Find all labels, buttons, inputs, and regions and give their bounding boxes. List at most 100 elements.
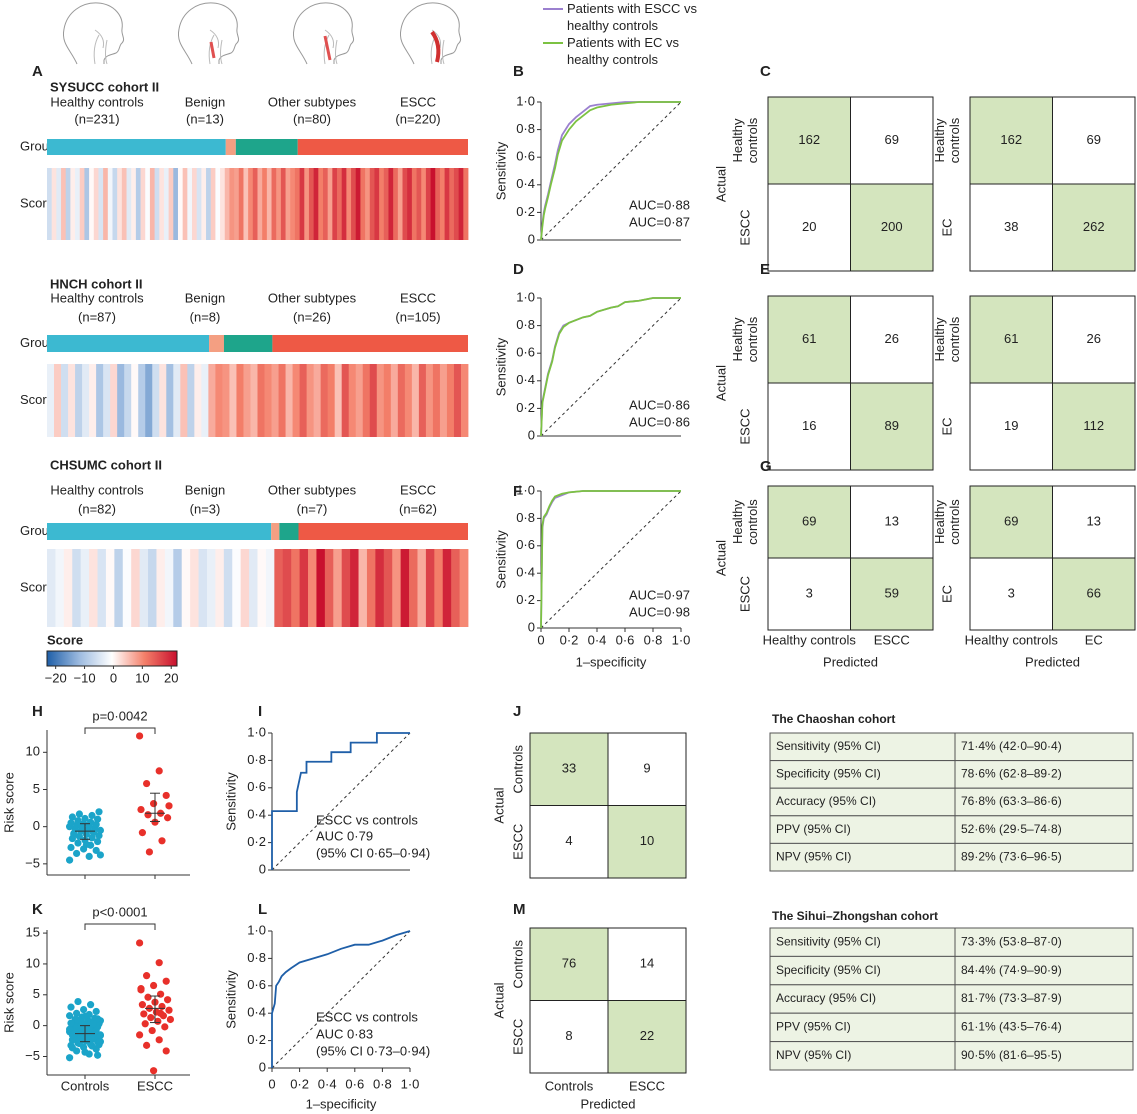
y-tick-label: 5 [33,781,40,796]
group-count: (n=80) [293,111,331,126]
data-point [150,800,158,808]
y-tick-label: 10 [26,955,40,970]
score-stripe [138,364,146,437]
matrix-cell [529,1000,609,1074]
table-label: Specificity (95% CI) [776,767,881,781]
score-stripe [54,364,62,437]
score-stripe [238,168,244,240]
data-point [88,1042,96,1050]
score-stripe [156,549,166,627]
row-label: Score [20,392,54,407]
score-stripe [334,364,343,437]
matrix-cell [529,732,609,806]
cell-value: 200 [881,219,903,234]
row-label: controls [745,316,760,362]
y-tick-label: 0 [33,1017,40,1032]
annotation: ESCC vs controls [316,812,418,827]
matrix-cell [969,382,1053,471]
score-stripe [89,364,97,437]
y-tick-label: 15 [26,925,40,940]
row-label: Healthy [730,499,745,544]
cell-value: 19 [1004,418,1018,433]
matrix-cell [969,557,1053,631]
legend-entry: Patients with ESCC vs healthy controls [543,0,707,34]
score-stripe [271,364,279,437]
score-stripe [397,364,406,437]
data-point [157,1009,165,1017]
score-stripe [47,549,56,627]
cell-value: 33 [562,761,576,776]
score-stripe [249,549,258,627]
group-count: (n=26) [293,309,331,324]
x-axis-label: Predicted [581,1096,636,1111]
y-tick-label: 1·0 [516,482,535,497]
data-point [136,732,144,740]
y-tick-label: 0·4 [516,372,535,387]
group-segment [279,523,299,540]
score-stripe [358,549,368,627]
data-point [161,1023,169,1031]
panel-letter: L [258,901,267,918]
score-stripe [182,168,188,240]
cell-value: 16 [802,418,816,433]
data-point [68,813,76,821]
row-label: controls [947,499,962,545]
score-stripe [257,549,267,627]
score-stripe [187,364,195,437]
y-tick-label: −5 [25,1048,40,1063]
table-label: NPV (95% CI) [776,849,851,863]
score-stripe [154,168,160,240]
row-label: Controls [510,745,525,794]
score-stripe [271,168,277,240]
score-stripe [299,168,305,240]
data-point [96,1038,104,1046]
data-point [158,1002,166,1011]
data-point [70,831,78,839]
score-stripe [333,549,343,627]
cell-value: 89 [885,418,899,433]
matrix-cell [767,295,851,384]
score-stripe [430,168,436,240]
data-point [158,837,166,845]
score-stripe [215,168,221,240]
score-stripe [409,549,418,627]
panel-letter: C [760,63,771,80]
score-stripe [215,549,225,627]
score-stripe [223,549,233,627]
group-segment [225,139,236,155]
data-point [67,1003,75,1011]
y-tick-label: 0 [528,231,535,246]
group-name: Healthy controls [50,290,144,305]
group-segment [271,523,280,540]
data-point [67,819,75,827]
score-stripe [168,168,174,240]
reference-line [540,101,682,241]
table-cell [769,984,956,1014]
col-label: Controls [545,1078,594,1093]
score-stripe [444,168,450,240]
score-stripe [418,364,427,437]
cell-value: 38 [1004,219,1018,234]
roc-curve [540,297,681,437]
data-point [92,1007,100,1016]
table-cell [769,815,956,844]
row-label: ESCC [737,408,752,444]
col-label: Healthy controls [763,632,857,647]
x-tick-label: 0·8 [644,632,663,647]
score-stripe [451,549,460,627]
auc-label: AUC=0·88 [629,197,690,212]
y-axis-label: Sensitivity [493,530,508,589]
colorbar-tick-label: −20 [45,670,67,685]
group-name: Other subtypes [268,482,357,497]
table-value: 78·6% (62·8–89·2) [961,767,1062,781]
auc-label: AUC=0·87 [629,214,690,229]
score-stripe [432,364,441,437]
table-label: Specificity (95% CI) [776,963,881,977]
score-stripe [229,364,237,437]
legend-label: Patients with ESCC vs healthy controls [567,1,698,33]
score-stripe [103,168,109,240]
score-stripe [75,168,81,240]
score-stripe [56,168,62,240]
cell-value: 162 [798,132,820,147]
group-count: (n=3) [190,501,221,516]
